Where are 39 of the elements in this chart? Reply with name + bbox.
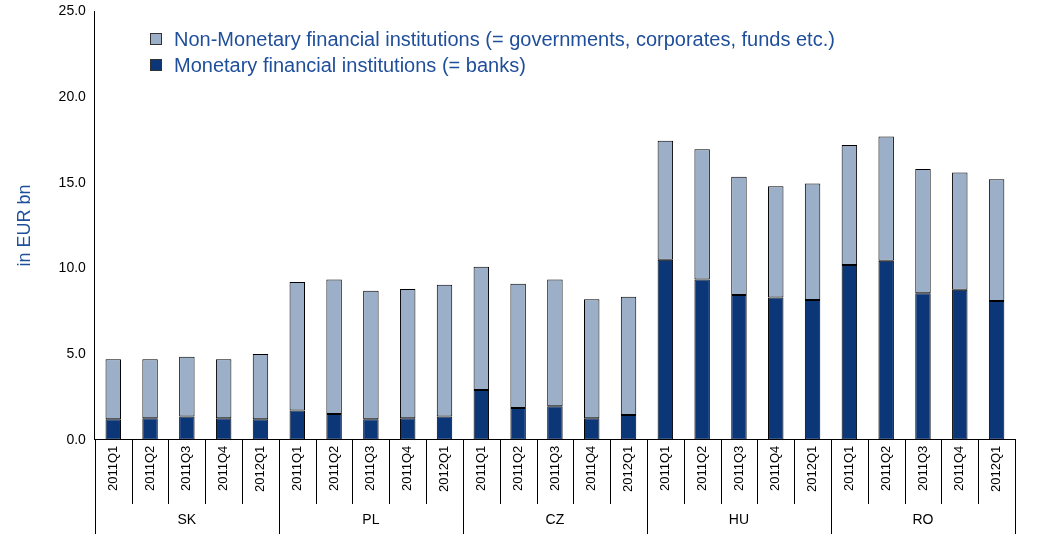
text: PL [362,510,380,527]
x-tick-label: 2012Q1 [252,445,268,492]
text: HU [728,510,750,527]
x-tick-label: 2011Q3 [914,445,930,492]
x-tick-label: 2012Q1 [988,445,1004,492]
x-tick-label: 2011Q4 [767,445,783,492]
x-tick-label: 2011Q2 [325,445,341,492]
x-tick-label: 2012Q1 [620,445,636,492]
text: SK [177,510,197,527]
x-tick-label: 2012Q1 [804,445,820,492]
y-tick-label: 0.0 [66,430,87,447]
y-tick-label: 25.0 [58,2,87,19]
x-tick-label: 2011Q3 [546,445,562,492]
x-tick-label: 2011Q4 [583,445,599,492]
x-tick-label: 2011Q4 [399,445,415,492]
legend-label: Monetary financial institutions (= banks) [174,53,526,78]
x-tick-label: 2012Q1 [436,445,452,492]
y-tick-label: 10.0 [58,259,87,276]
x-tick-label: 2011Q2 [509,445,525,492]
text: RO [912,510,934,527]
x-tick-label: 2011Q3 [178,445,194,492]
legend-label: Non-Monetary financial institutions (= governments, corporates, funds etc.) [174,27,835,52]
y-tick-label: 5.0 [66,344,87,361]
x-tick-label: 2011Q1 [288,445,304,492]
text: CZ [545,510,565,527]
x-tick-label: 2011Q1 [104,445,120,492]
x-tick-label: 2011Q1 [840,445,856,492]
y-tick-label: 15.0 [58,173,87,190]
x-tick-label: 2011Q3 [362,445,378,492]
x-tick-label: 2011Q4 [951,445,967,492]
x-tick-label: 2011Q2 [877,445,893,492]
x-tick-label: 2011Q3 [730,445,746,492]
x-tick-label: 2011Q2 [693,445,709,492]
x-tick-label: 2011Q2 [141,445,157,492]
x-tick-label: 2011Q1 [656,445,672,492]
x-tick-label: 2011Q1 [472,445,488,492]
y-tick-label: 20.0 [58,87,87,104]
y-axis-title: in EUR bn [13,184,34,267]
x-tick-label: 2011Q4 [215,445,231,492]
